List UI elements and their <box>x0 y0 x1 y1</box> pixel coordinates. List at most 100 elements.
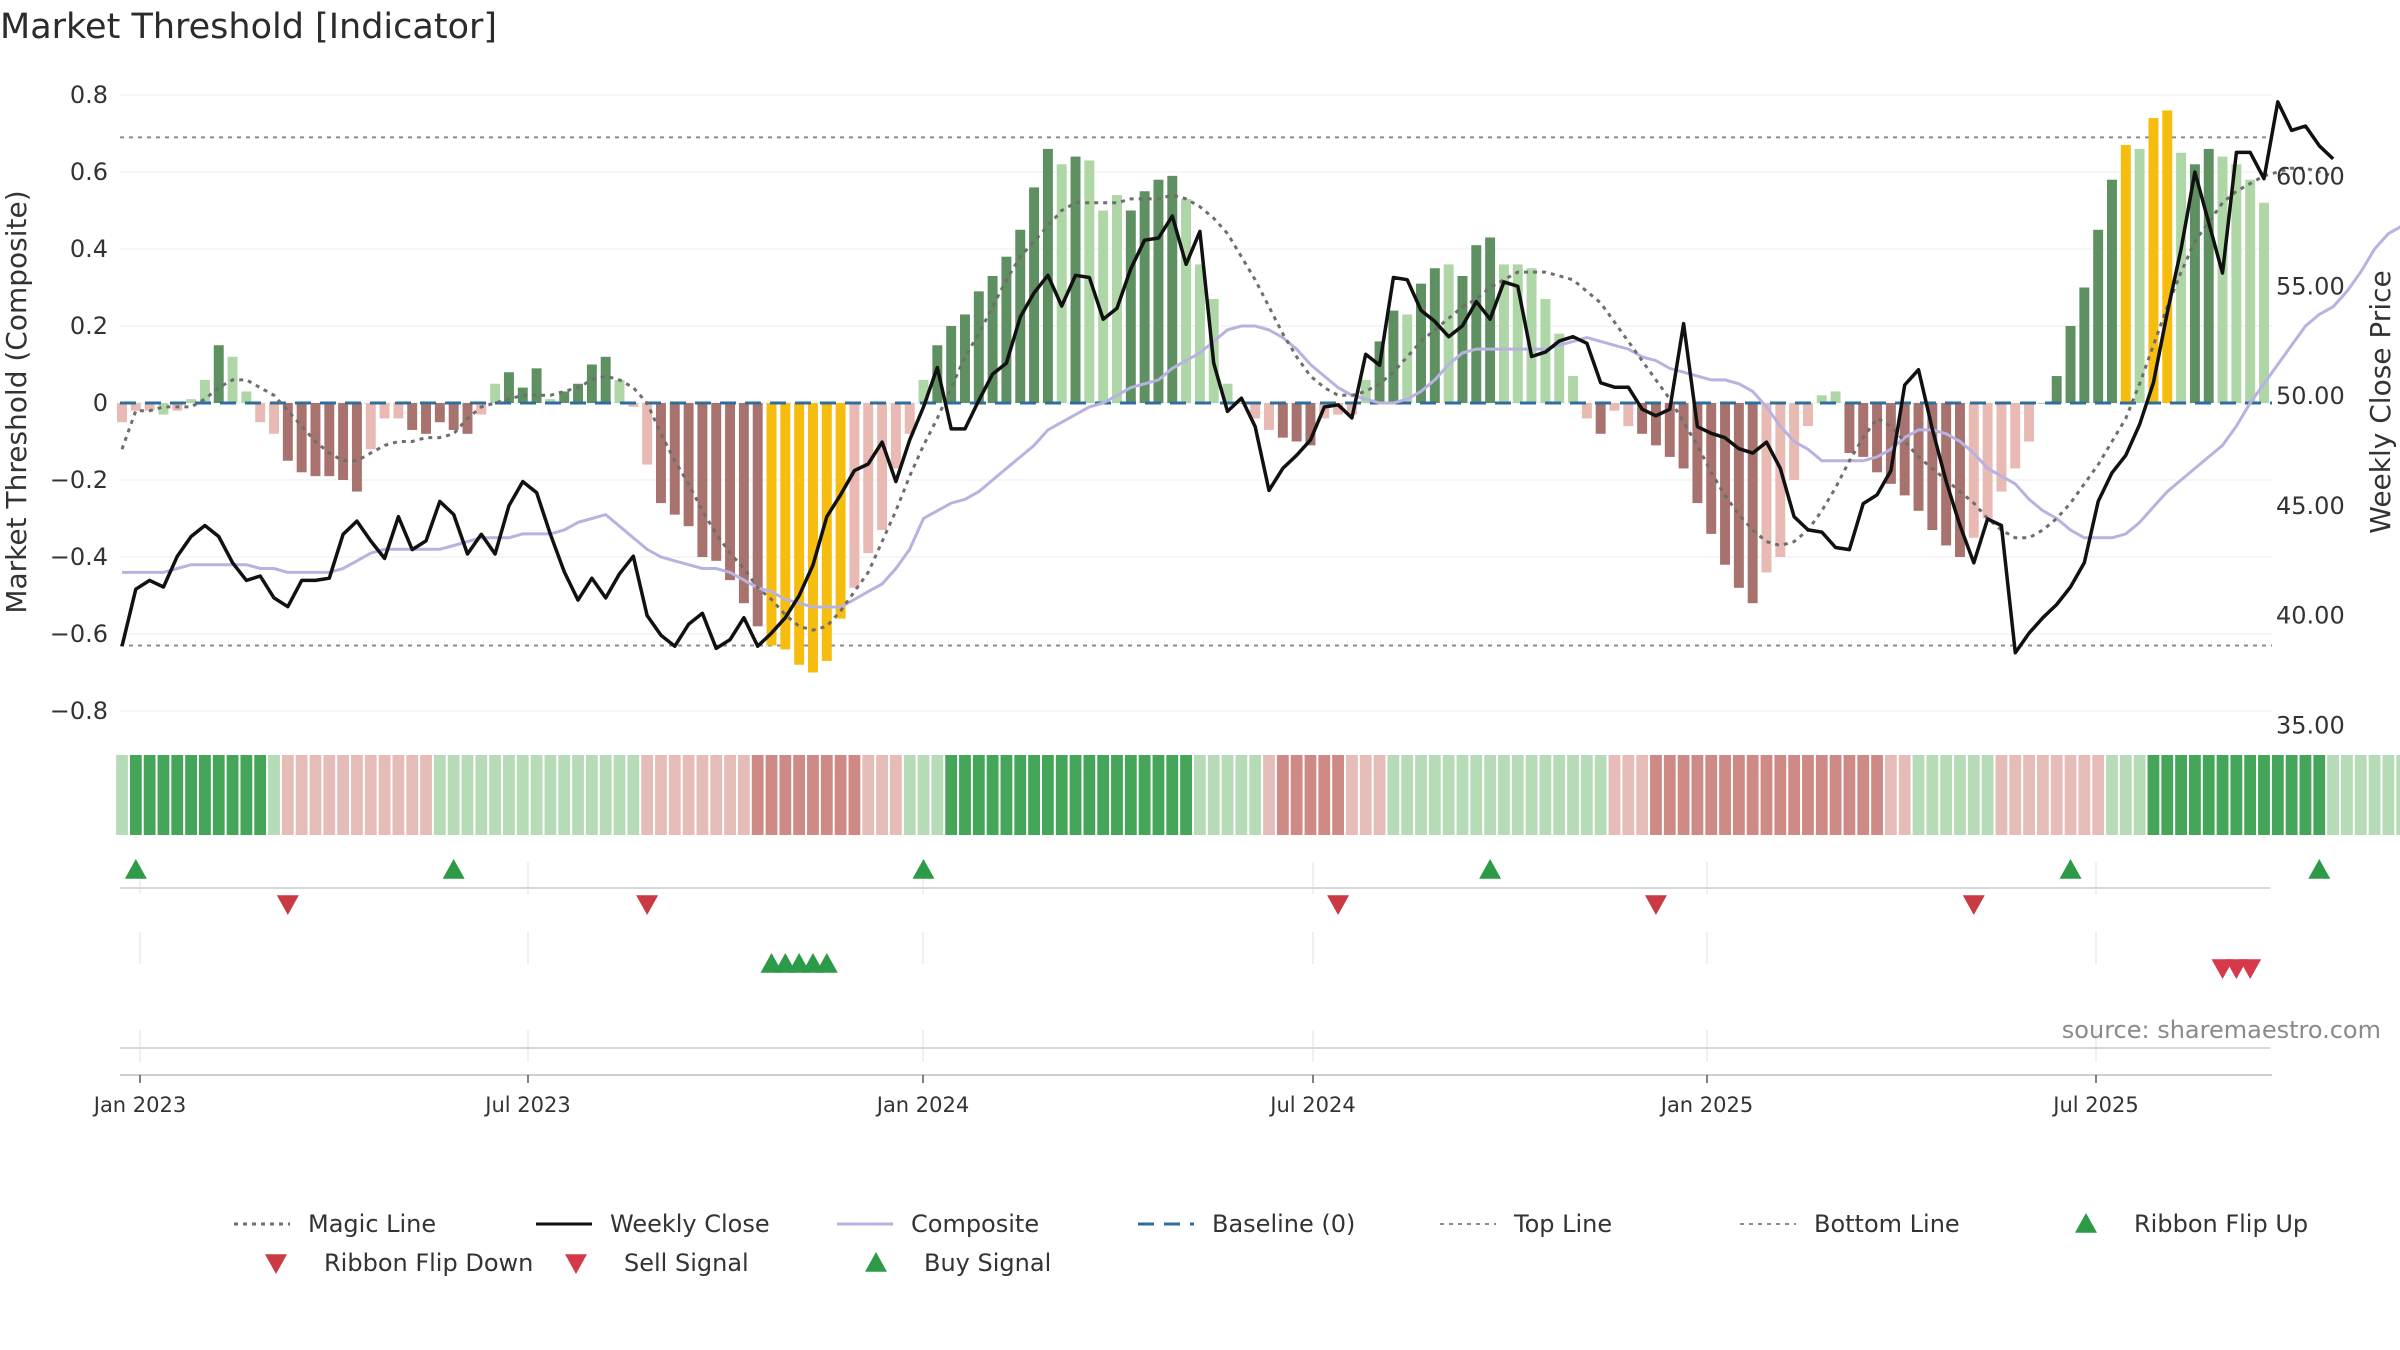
composite-bar <box>1941 403 1952 546</box>
composite-bar <box>2037 403 2048 404</box>
composite-bar <box>1885 403 1896 484</box>
ribbon-cell <box>2175 755 2187 835</box>
composite-bar <box>863 403 874 554</box>
ribbon-cell <box>820 755 833 835</box>
composite-bar <box>421 403 431 434</box>
composite-bar <box>628 403 639 407</box>
composite-bar <box>2079 287 2090 403</box>
ribbon-cell <box>1180 755 1192 835</box>
ribbon-cell <box>585 755 598 835</box>
legend-label: Buy Signal <box>924 1249 1051 1277</box>
composite-bar <box>573 383 584 403</box>
legend-swatch <box>2075 1213 2097 1233</box>
ribbon-cell <box>1055 755 1068 835</box>
composite-bar <box>1112 195 1122 403</box>
ribbon-cell <box>945 755 958 835</box>
ribbon-cell <box>1442 755 1455 835</box>
composite-bar <box>351 403 362 492</box>
composite-bar <box>835 403 846 619</box>
composite-bar <box>255 403 266 423</box>
ribbon-cell <box>2133 755 2146 835</box>
ribbon-cell <box>1553 755 1566 835</box>
composite-bar <box>365 403 376 450</box>
buy-signal-marker <box>801 953 824 973</box>
ribbon-cell <box>2327 755 2340 835</box>
y-tick-label-left: 0.4 <box>70 235 108 263</box>
ribbon-cell <box>1940 755 1953 835</box>
composite-bar <box>1816 395 1827 403</box>
magic-line <box>120 166 2334 632</box>
composite-bar <box>877 403 888 531</box>
ribbon-cell <box>1221 755 1234 835</box>
ribbon-cell <box>1719 755 1731 835</box>
composite-bar <box>1706 403 1717 534</box>
ribbon-cell <box>116 755 128 835</box>
composite-bar <box>904 403 915 434</box>
composite-bar <box>1568 376 1579 403</box>
composite-bar <box>282 403 293 461</box>
ribbon-cell <box>682 755 695 835</box>
ribbon-cell <box>2285 755 2298 835</box>
composite-bar <box>2107 179 2117 403</box>
ribbon-cell <box>599 755 612 835</box>
composite-bar <box>1899 403 1910 496</box>
ribbon-cell <box>779 755 792 835</box>
ribbon-cell <box>489 755 502 835</box>
composite-bar <box>766 403 777 646</box>
ribbon-flip-up-marker <box>2308 859 2331 879</box>
ribbon-cell <box>751 755 764 835</box>
ribbon-cell <box>1815 755 1828 835</box>
composite-bar <box>794 403 805 665</box>
ribbon-cell <box>1014 755 1027 835</box>
y-tick-label-right: 45.00 <box>2276 492 2345 520</box>
ribbon-cell <box>406 755 419 835</box>
sell-signal-marker <box>2225 959 2248 979</box>
ribbon-cell <box>1097 755 1110 835</box>
ribbon-cell <box>268 755 280 835</box>
composite-bar <box>545 399 556 403</box>
ribbon-cell <box>1263 755 1275 835</box>
composite-bar <box>1277 403 1288 438</box>
ribbon-cell <box>1083 755 1096 835</box>
composite-bar <box>1595 403 1606 434</box>
composite-bar <box>1498 264 1509 403</box>
ribbon-cell <box>807 755 819 835</box>
source-note: source: sharemaestro.com <box>2062 1016 2381 1044</box>
ribbon-cell <box>1359 755 1372 835</box>
ribbon-cell <box>641 755 654 835</box>
ribbon-cell <box>1332 755 1345 835</box>
composite-bar <box>697 403 708 557</box>
weekly-close-line <box>120 100 2335 655</box>
composite-bar <box>1996 403 2007 492</box>
composite-bar <box>2231 164 2242 403</box>
ribbon-cell <box>2106 755 2118 835</box>
composite-bar <box>559 391 570 403</box>
ribbon-cell <box>1235 755 1248 835</box>
ribbon-cell <box>2382 755 2395 835</box>
legend-label: Ribbon Flip Down <box>324 1249 533 1277</box>
composite-bar <box>1650 403 1661 446</box>
ribbon-cell <box>1194 755 1206 835</box>
composite-bar <box>1388 310 1399 403</box>
ribbon-cell <box>2161 755 2174 835</box>
ribbon-cell <box>862 755 875 835</box>
ribbon-cell <box>2119 755 2132 835</box>
composite-bar <box>1609 403 1620 411</box>
ribbon-cell <box>834 755 847 835</box>
composite-bar <box>2217 156 2228 403</box>
composite-bar <box>614 379 625 403</box>
legend-label: Weekly Close <box>610 1210 770 1238</box>
ribbon-cell <box>1705 755 1718 835</box>
composite-bar <box>1360 379 1371 403</box>
composite-bar <box>117 403 127 423</box>
ribbon-cell <box>1580 755 1593 835</box>
composite-bar <box>2134 148 2145 403</box>
composite-bar <box>711 403 722 561</box>
composite-bar <box>1471 245 1482 403</box>
composite-bar <box>338 403 349 480</box>
ribbon-cell <box>1926 755 1939 835</box>
ribbon-cell <box>613 755 626 835</box>
ribbon-flip-down-marker <box>1644 895 1667 915</box>
ribbon-cell <box>351 755 363 835</box>
ribbon-cell <box>1746 755 1759 835</box>
